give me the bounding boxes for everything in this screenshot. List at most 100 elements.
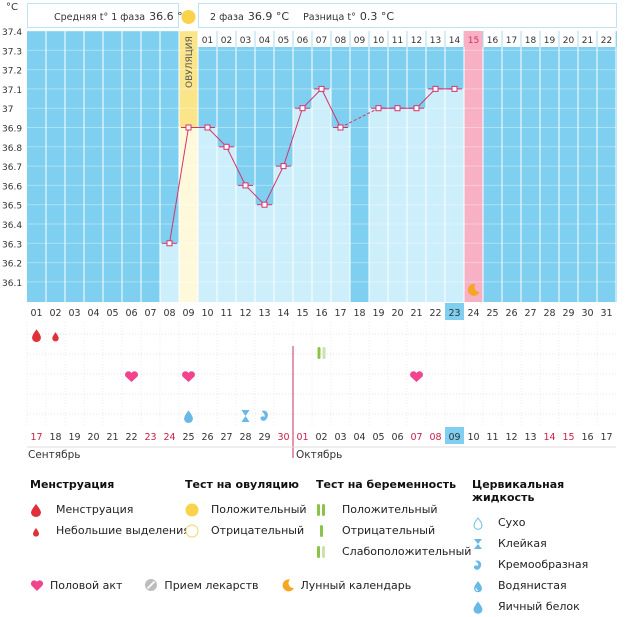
ovulation-sun-icon xyxy=(181,10,196,24)
calendar-date-label: 28 xyxy=(239,432,251,443)
legend-label: Сухо xyxy=(498,516,526,529)
top-day-label: 02 xyxy=(221,36,232,46)
intercourse-marker xyxy=(410,371,423,382)
top-day-highlight xyxy=(464,31,483,47)
top-day-label: 13 xyxy=(430,36,441,46)
ovulation-calendar: Средняя t° 1 фаза 36.6 °C 2 фаза 36.9 °C Раз… xyxy=(2,2,617,614)
cycle-day-label: 24 xyxy=(467,308,479,319)
temperature-point xyxy=(432,85,439,92)
cycle-day-label: 20 xyxy=(391,308,403,319)
temperature-point xyxy=(242,182,249,189)
temperature-bar xyxy=(388,108,407,302)
temperature-line-segment xyxy=(283,108,303,167)
ovulation-label: ОВУЛЯЦИЯ xyxy=(185,36,195,88)
y-tick-label: 37.1 xyxy=(2,86,22,96)
top-day-label: 03 xyxy=(240,36,251,46)
top-day-label: 06 xyxy=(297,36,309,46)
cycle-day-label: 29 xyxy=(562,308,574,319)
cycle-day-label: 11 xyxy=(220,308,232,319)
legend-item: Водянистая xyxy=(472,575,626,596)
temperature-bar xyxy=(255,204,274,302)
calendar-date-label: 01 xyxy=(296,432,308,443)
legend-item: Отрицательный xyxy=(316,520,471,541)
calendar-date-label: 06 xyxy=(391,432,403,443)
y-tick-label: 36.1 xyxy=(2,279,22,289)
cycle-day-label: 28 xyxy=(543,308,555,319)
temperature-bar xyxy=(445,88,464,303)
pregnancy-weak-icon xyxy=(317,545,325,558)
top-day-label: 04 xyxy=(259,36,271,46)
temperature-point xyxy=(299,105,306,112)
month-label: Октябрь xyxy=(296,449,342,461)
top-day-label: 05 xyxy=(278,36,289,46)
y-tick-label: 37 xyxy=(2,105,13,115)
sticky-marker xyxy=(241,410,250,422)
ovulation-positive-icon xyxy=(185,503,199,516)
y-tick-label: 36.9 xyxy=(2,125,22,135)
calendar-date-label: 05 xyxy=(372,432,384,443)
temperature-line-segment xyxy=(245,185,265,206)
calendar-date-label: 16 xyxy=(581,432,593,443)
phase2-label: 2 фаза xyxy=(210,12,244,23)
legend-menstruation: Менструация Менструация Небольшие выделе… xyxy=(30,478,190,541)
temperature-bar xyxy=(407,108,426,302)
pregnancy-positive-icon xyxy=(317,503,325,516)
temperature-point xyxy=(413,105,420,112)
legend-item: Небольшие выделения xyxy=(30,520,190,541)
phase1-box xyxy=(27,3,179,28)
temperature-point xyxy=(337,124,344,131)
temperature-line-segment xyxy=(321,88,341,128)
legend-label: Менструация xyxy=(56,503,134,516)
calendar-date-label: 24 xyxy=(163,432,175,443)
legend-label: Половой акт xyxy=(50,578,123,592)
top-day-label: 08 xyxy=(335,36,347,46)
legend-pregnancy-test: Тест на беременность Положительный Отриц… xyxy=(316,478,471,562)
legend-item: Яичный белок xyxy=(472,596,626,617)
cycle-day-label: 08 xyxy=(163,308,175,319)
watery-icon xyxy=(474,580,482,592)
calendar-date-label: 14 xyxy=(543,432,555,443)
legend-title: Тест на беременность xyxy=(316,478,457,491)
temperature-point xyxy=(223,143,230,150)
y-tick-label: 36.7 xyxy=(2,163,22,173)
cycle-day-label: 25 xyxy=(486,308,498,319)
current-date-highlight xyxy=(445,427,464,444)
y-tick-label: 36.4 xyxy=(2,221,22,231)
pill-icon xyxy=(145,579,158,591)
temperature-line-segment xyxy=(416,88,436,109)
calendar-date-label: 12 xyxy=(505,432,517,443)
cycle-day-label: 02 xyxy=(49,308,61,319)
cycle-day-label: 14 xyxy=(277,308,289,319)
legend-label: Положительный xyxy=(211,503,307,516)
legend-cervical-fluid: Цервикальная жидкость Сухо Клейкая Кремо… xyxy=(472,478,626,617)
cycle-day-label: 13 xyxy=(258,308,270,319)
y-axis-label: °C xyxy=(6,2,18,13)
legend-item: Слабоположительный xyxy=(316,541,471,562)
calendar-date-label: 21 xyxy=(106,432,118,443)
top-day-label: 15 xyxy=(468,36,479,46)
temperature-line-segment xyxy=(264,165,284,205)
cycle-day-label: 19 xyxy=(372,308,384,319)
temperature-point xyxy=(185,124,192,131)
pregnancy-test-marker xyxy=(317,347,321,359)
calendar-date-label: 29 xyxy=(258,432,270,443)
temperature-bar xyxy=(426,88,445,303)
calendar-date-label: 20 xyxy=(87,432,99,443)
temperature-bar xyxy=(293,108,312,302)
top-day-label: 07 xyxy=(316,36,327,46)
cycle-day-label: 05 xyxy=(106,308,118,319)
temperature-bar xyxy=(274,166,293,302)
legend-title: Тест на овуляцию xyxy=(185,478,299,491)
temperature-bar xyxy=(198,127,217,302)
month-label: Сентябрь xyxy=(28,449,80,461)
calendar-date-label: 15 xyxy=(562,432,574,443)
heart-icon xyxy=(30,579,44,591)
cycle-day-label: 30 xyxy=(581,308,593,319)
legend-label: Лунный календарь xyxy=(300,578,412,592)
y-tick-label: 36.5 xyxy=(2,202,22,212)
temperature-line-segment xyxy=(226,146,246,186)
cycle-day-label: 04 xyxy=(87,308,99,319)
top-day-label: 11 xyxy=(392,36,403,46)
calendar-date-label: 02 xyxy=(315,432,327,443)
legend-item: Положительный xyxy=(185,499,307,520)
